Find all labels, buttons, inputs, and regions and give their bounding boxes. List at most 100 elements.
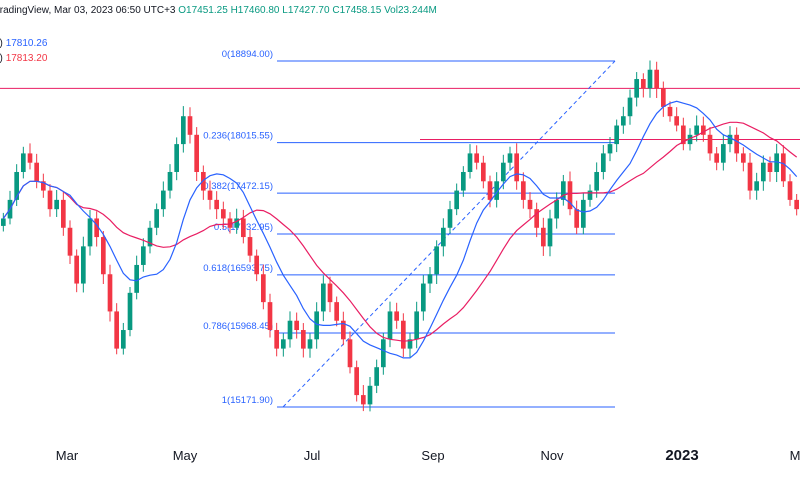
candle-body [121,330,126,349]
candle-body [387,311,393,340]
ma-fast-label: 6) [0,38,3,49]
fib-level-label: 0.236(18015.55) [203,131,273,142]
candle-body [634,79,639,98]
candle-body [54,199,59,210]
candle-body [167,171,173,191]
candle-body [234,218,239,228]
candle-body [714,153,719,163]
candle-body [434,246,439,275]
candle-body [554,199,559,219]
legend-open: O17451.25 [178,5,228,16]
candle-body [461,171,466,191]
candle-body [507,153,513,163]
candle-body [661,88,666,107]
candle-body [301,330,306,349]
candle-body [107,274,113,312]
candle-body [327,283,333,303]
candle-body [561,181,566,200]
candle-body [307,339,313,349]
x-tick-label: Jul [304,448,321,463]
candle-body [314,311,319,340]
legend-low: L17427.70 [282,5,330,16]
candlestick-series [1,60,799,412]
x-tick-label: Nov [540,448,564,463]
candle-body [341,320,346,340]
ma-slow-legend: 5) 17813.20 [0,53,47,64]
x-tick-label: M [790,448,800,463]
candle-body [541,227,546,247]
x-tick-label: May [173,448,198,463]
candle-body [101,237,106,275]
ma-fast-value: 17810.26 [5,38,48,49]
candle-body [241,218,246,238]
candle-body [47,190,53,210]
x-tick-label: Mar [56,448,79,463]
candle-body [67,227,73,256]
candle-body [127,292,133,331]
candle-body [567,181,573,210]
moving-average-fast-line [2,100,798,359]
legend-source: TradingView, Mar 03, 2023 06:50 UTC+3 [0,5,176,16]
candle-body [594,171,599,191]
candle-body [141,246,146,265]
candle-body [761,162,766,182]
candle-body [321,283,326,312]
candle-body [254,255,259,275]
candle-body [334,302,339,321]
candle-body [247,237,253,256]
candle-body [27,153,33,163]
candle-body [94,218,99,238]
candle-body [521,181,526,200]
candle-body [201,171,206,191]
candle-body [467,153,473,172]
fib-level-label: 0.618(16593.75) [203,263,273,274]
candle-body [574,209,579,228]
candle-body [214,199,219,210]
candle-body [794,199,799,210]
candle-body [494,181,499,200]
candle-body [381,339,386,368]
candle-body [61,199,66,228]
candle-body [647,69,653,89]
candle-body [181,116,186,145]
candle-body [287,320,293,340]
candle-body [481,162,486,182]
fib-level-label: 1(15171.90) [222,395,273,406]
candle-body [701,125,706,135]
candle-body [487,181,493,200]
candle-body [227,218,233,228]
candle-body [501,162,506,182]
legend-high: H17460.80 [230,5,280,16]
x-tick-label: 2023 [665,447,698,464]
candle-body [681,125,686,145]
candle-body [694,125,699,135]
candle-body [667,106,673,117]
candle-body [547,218,553,247]
horizontal-lines [0,87,800,140]
candle-body [454,190,459,210]
candle-body [294,320,299,331]
moving-average-slow-line [2,121,798,342]
candle-body [161,190,166,210]
candle-body [754,181,759,191]
candle-body [534,209,539,228]
candle-body [281,339,286,349]
candle-body [267,302,273,331]
x-axis-ticks: Mar May Jul Sep Nov 2023 M [56,447,800,464]
candle-body [114,311,119,349]
candle-body [187,116,193,135]
candle-body [607,144,613,154]
candle-body [741,153,746,163]
candle-body [134,264,139,293]
candle-body [707,134,713,154]
candle-body [401,320,406,349]
candle-body [727,134,733,145]
candle-body [774,153,779,172]
candle-body [427,274,433,284]
candle-body [261,274,266,303]
candle-body [414,311,419,340]
candle-body [374,367,379,386]
candle-body [81,246,86,284]
ma-fast-legend: 6) 17810.26 [0,38,47,49]
